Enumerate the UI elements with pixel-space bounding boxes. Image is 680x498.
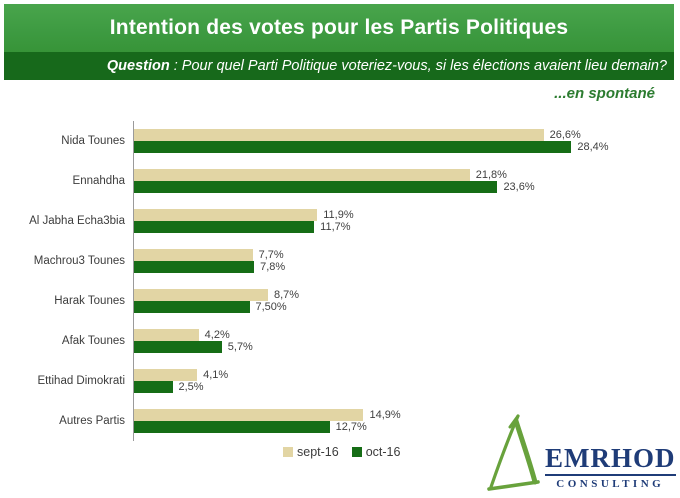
- legend-item-oct16: oct-16: [351, 445, 401, 459]
- emrhod-logo: EMRHOD CONSULTING: [487, 402, 676, 494]
- category-label: Harak Tounes: [54, 294, 125, 307]
- category-label: Nida Tounes: [61, 134, 125, 147]
- bar-sept-16: [134, 209, 318, 221]
- value-label: 5,7%: [227, 341, 253, 353]
- bar-line: 7,50%: [134, 301, 680, 313]
- bar-group: 8,7% 7,50%: [133, 281, 680, 321]
- bar-line: 11,7%: [134, 221, 680, 233]
- value-label: 12,7%: [335, 421, 367, 433]
- bar-sept-16: [134, 369, 198, 381]
- legend-swatch-oct16: [351, 447, 362, 457]
- question-label: Question: [106, 58, 170, 74]
- bar-sept-16: [134, 409, 364, 421]
- chart-row: Al Jabha Echa3bia 11,9% 11,7%: [0, 201, 680, 241]
- value-label: 21,8%: [475, 169, 507, 181]
- legend-label-sept16: sept-16: [297, 445, 339, 459]
- title-banner: Intention des votes pour les Partis Poli…: [4, 4, 674, 52]
- bar-line: 7,8%: [134, 261, 680, 273]
- bar-oct-16: [134, 221, 315, 233]
- value-label: 23,6%: [503, 181, 535, 193]
- bar-line: 12,7%: [134, 421, 680, 433]
- value-label: 26,6%: [549, 129, 581, 141]
- bar-group: 26,6% 28,4%: [133, 121, 680, 161]
- bar-oct-16: [134, 301, 250, 313]
- value-label: 7,8%: [260, 261, 286, 273]
- bar-oct-16: [134, 341, 222, 353]
- category-label: Ettihad Dimokrati: [37, 374, 125, 387]
- bar-line: 4,1%: [134, 369, 680, 381]
- bar-oct-16: [134, 381, 173, 393]
- bar-oct-16: [134, 421, 330, 433]
- category-label: Al Jabha Echa3bia: [29, 214, 125, 227]
- chart-row: Ennahdha 21,8% 23,6%: [0, 161, 680, 201]
- bar-line: 4,2%: [134, 329, 680, 341]
- category-label: Autres Partis: [59, 414, 125, 427]
- logo-subname: CONSULTING: [556, 478, 665, 490]
- bar-sept-16: [134, 169, 470, 181]
- bar-sept-16: [134, 249, 253, 261]
- chart-row: Harak Tounes 8,7% 7,50%: [0, 281, 680, 321]
- logo-text: EMRHOD CONSULTING: [545, 445, 676, 490]
- chart-row: Machrou3 Tounes 7,7% 7,8%: [0, 241, 680, 281]
- subtitle-en-spontane: ...en spontané: [554, 85, 655, 102]
- legend-swatch-sept16: [283, 447, 293, 457]
- bar-oct-16: [134, 141, 572, 153]
- question-text: : Pour quel Parti Politique voteriez-vou…: [173, 58, 667, 74]
- bar-sept-16: [134, 129, 544, 141]
- chart-row: Nida Tounes 26,6% 28,4%: [0, 121, 680, 161]
- category-label: Ennahdha: [72, 174, 125, 187]
- value-label: 28,4%: [577, 141, 609, 153]
- value-label: 4,1%: [203, 369, 229, 381]
- bar-line: 26,6%: [134, 129, 680, 141]
- bar-line: 21,8%: [134, 169, 680, 181]
- chart-row: Autres Partis 14,9% 12,7%: [0, 401, 680, 441]
- bar-sept-16: [134, 289, 268, 301]
- value-label: 7,50%: [255, 301, 287, 313]
- chart-row: Ettihad Dimokrati 4,1% 2,5%: [0, 361, 680, 401]
- chart-row: Afak Tounes 4,2% 5,7%: [0, 321, 680, 361]
- chart-legend: sept-16 oct-16: [283, 445, 400, 459]
- bar-group: 11,9% 11,7%: [133, 201, 680, 241]
- bar-group: 7,7% 7,8%: [133, 241, 680, 281]
- bar-line: 11,9%: [134, 209, 680, 221]
- legend-item-sept16: sept-16: [283, 445, 339, 459]
- value-label: 14,9%: [369, 409, 401, 421]
- page-title: Intention des votes pour les Partis Poli…: [109, 16, 569, 39]
- bar-chart: Nida Tounes 26,6% 28,4% Ennahdha 21,8% 23,6% A…: [0, 121, 680, 441]
- bar-line: 8,7%: [134, 289, 680, 301]
- bar-group: 4,2% 5,7%: [133, 321, 680, 361]
- value-label: 7,7%: [258, 249, 284, 261]
- chart-rows: Nida Tounes 26,6% 28,4% Ennahdha 21,8% 23,6% A…: [0, 121, 680, 441]
- value-label: 8,7%: [273, 289, 300, 301]
- question-band: Question : Pour quel Parti Politique vot…: [4, 52, 674, 80]
- value-label: 4,2%: [204, 329, 230, 341]
- category-label: Afak Tounes: [61, 334, 125, 347]
- logo-name: EMRHOD: [545, 445, 676, 476]
- bar-group: 4,1% 2,5%: [133, 361, 680, 401]
- category-label: Machrou3 Tounes: [33, 254, 125, 267]
- bar-line: 28,4%: [134, 141, 680, 153]
- bar-group: 21,8% 23,6%: [133, 161, 680, 201]
- bar-group: 14,9% 12,7%: [133, 401, 680, 441]
- value-label: 11,7%: [320, 221, 351, 233]
- logo-triangle-icon: [487, 414, 540, 491]
- value-label: 2,5%: [178, 381, 204, 393]
- value-label: 11,9%: [323, 209, 354, 221]
- bar-line: 7,7%: [134, 249, 680, 261]
- bar-line: 2,5%: [134, 381, 680, 393]
- bar-line: 5,7%: [134, 341, 680, 353]
- legend-label-oct16: oct-16: [365, 445, 401, 459]
- bar-oct-16: [134, 261, 255, 273]
- bar-line: 14,9%: [134, 409, 680, 421]
- bar-sept-16: [134, 329, 199, 341]
- bar-oct-16: [134, 181, 498, 193]
- bar-line: 23,6%: [134, 181, 680, 193]
